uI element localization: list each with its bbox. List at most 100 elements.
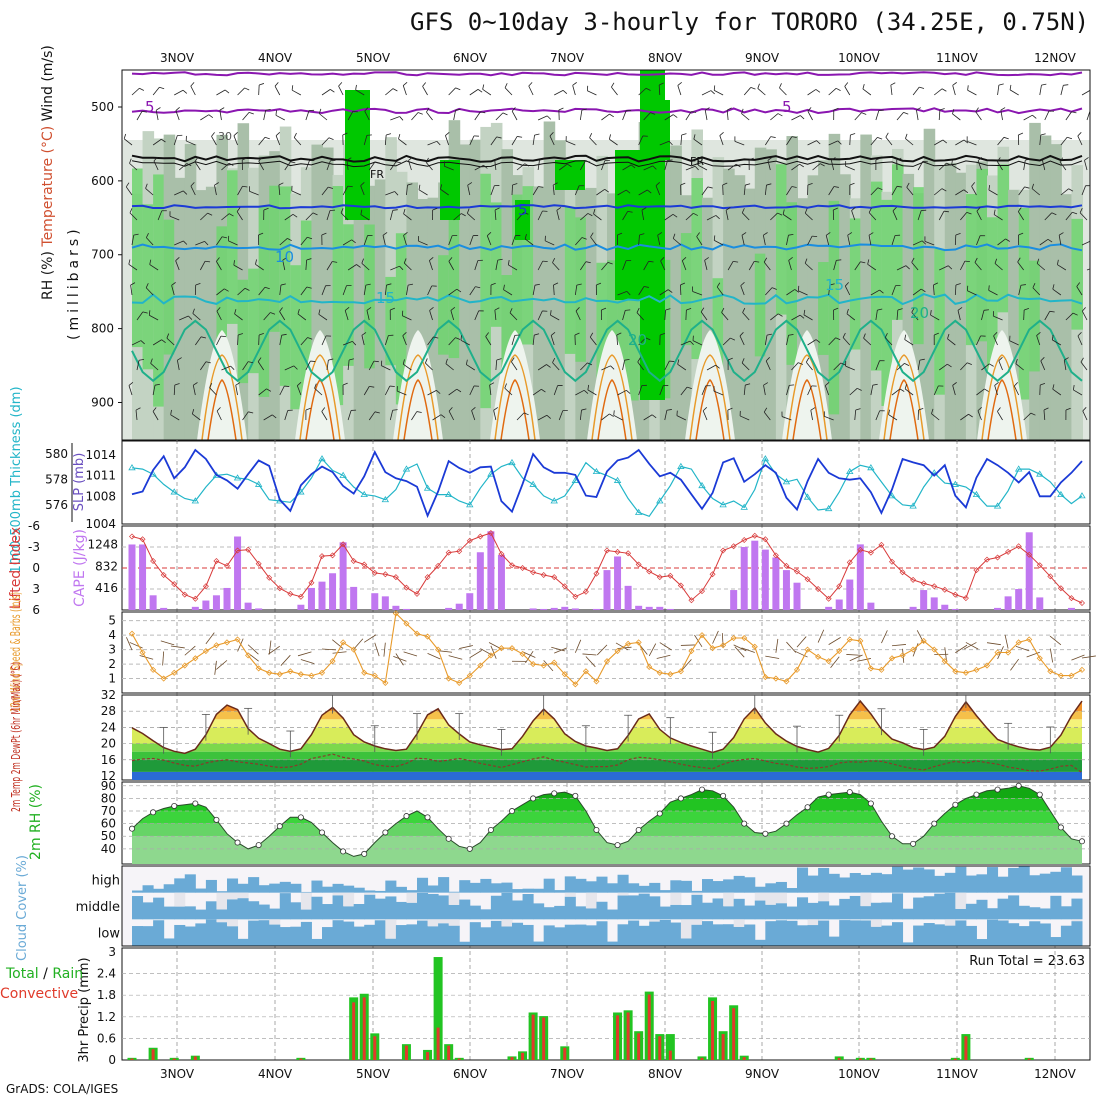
cloud-cell: [322, 927, 334, 946]
cloud-cell: [628, 883, 640, 893]
cloud-cell: [174, 906, 186, 920]
cloud-cell: [691, 894, 703, 920]
wind-barb: [214, 660, 217, 675]
cloud-cell: [322, 886, 334, 893]
cloud-cell: [976, 899, 988, 920]
cloud-cell: [659, 919, 671, 946]
li-point: [762, 536, 769, 543]
cloud-cell: [754, 939, 766, 946]
rh-point: [846, 789, 853, 796]
li-point: [487, 530, 494, 536]
wind-point: [160, 675, 167, 682]
cloud-cell: [723, 879, 735, 893]
wind-point: [1078, 666, 1086, 673]
li-point: [825, 595, 832, 602]
precip-tick: 1.8: [97, 988, 116, 1002]
cloud-cell: [142, 885, 154, 893]
contour-label: 20: [628, 331, 647, 349]
cloud-cell: [765, 921, 777, 946]
precip-total-bar: [433, 957, 443, 1060]
cloud-cell: [892, 922, 904, 946]
precip-conv-bar: [837, 1057, 841, 1060]
wind-point: [561, 671, 568, 678]
wind-barb: [786, 641, 797, 653]
rh-point: [1079, 838, 1086, 845]
li-point: [445, 549, 452, 556]
precip-total-bar: [665, 1034, 675, 1060]
wind-barb: [551, 646, 565, 652]
wind-barb: [139, 655, 154, 660]
wind-point: [1036, 655, 1043, 662]
cape-bar: [909, 606, 917, 610]
li-point: [160, 572, 167, 578]
cape-bar: [255, 608, 263, 610]
wind-point: [1047, 668, 1054, 675]
contour-label: 10: [275, 248, 294, 266]
rh-point: [234, 839, 241, 846]
cloud-cell: [142, 902, 154, 920]
wind-point: [751, 643, 758, 650]
precip-conv-bar: [647, 994, 651, 1060]
cape-bar: [793, 582, 801, 610]
li-point: [941, 586, 948, 593]
rh-point: [1015, 782, 1022, 789]
rh-point: [1057, 824, 1064, 831]
cloud-cell: [775, 920, 787, 946]
cloud-cell: [332, 883, 344, 893]
wind-barb: [395, 653, 404, 666]
precip-tick: 0: [108, 1053, 116, 1067]
precip-conv-bar: [658, 1036, 662, 1060]
bottom-date-tick: 3NOV: [160, 1067, 195, 1081]
cloud-cell: [533, 888, 545, 893]
top-date-tick: 7NOV: [550, 51, 585, 65]
cloud-cell: [205, 901, 217, 920]
wind-barb: [216, 660, 228, 670]
cloud-cell: [438, 877, 450, 893]
cloud-cell: [955, 908, 967, 920]
cloud-cell: [480, 878, 492, 893]
precip-conv-bar: [542, 1017, 546, 1060]
cloud-cell: [1039, 923, 1051, 946]
wind-barb: [448, 655, 463, 660]
wind-point: [487, 652, 494, 659]
cloud-cell: [839, 898, 851, 920]
cloud-cell: [702, 921, 714, 946]
thickness-point: [698, 481, 706, 489]
temp-band: [132, 719, 1082, 728]
precip-conv-bar: [521, 1052, 525, 1060]
cloud-cell: [554, 927, 566, 946]
li-point: [519, 565, 526, 571]
cloud-cell: [934, 875, 946, 893]
thickness-label: 1000-500mb Thickness (dm): [9, 386, 24, 573]
wind-barb: [393, 655, 407, 662]
thickness-point: [592, 467, 601, 475]
li-point: [920, 580, 927, 587]
rh-point: [487, 826, 494, 833]
rh-point: [867, 800, 874, 807]
rh-point: [318, 829, 325, 836]
cape-bar: [730, 590, 738, 610]
precip-conv-label: Convective: [0, 986, 78, 1002]
cloud-cell: [364, 924, 376, 946]
li-point: [1015, 543, 1022, 550]
cloud-row-label: middle: [76, 900, 120, 915]
cloud-cell: [976, 874, 988, 893]
cloud-cell: [997, 876, 1009, 893]
cloud-cell: [459, 941, 471, 946]
li-point: [846, 559, 853, 566]
thickness-point: [677, 462, 685, 469]
cape-bar: [751, 540, 759, 610]
cloud-label: Cloud Cover (%): [15, 855, 30, 961]
cloud-cell: [564, 924, 576, 946]
wind-barb: [126, 637, 133, 651]
cloud-cell: [237, 898, 249, 920]
li-point: [150, 558, 157, 564]
cape-bar: [782, 570, 790, 610]
rh-band: [132, 823, 1082, 837]
temp-band: [132, 701, 1082, 712]
li-point: [435, 562, 442, 569]
temp-tick: 28: [101, 704, 116, 718]
wind-point: [962, 669, 969, 676]
run-total: Run Total = 23.63: [969, 954, 1085, 969]
cloud-cell: [775, 881, 787, 893]
